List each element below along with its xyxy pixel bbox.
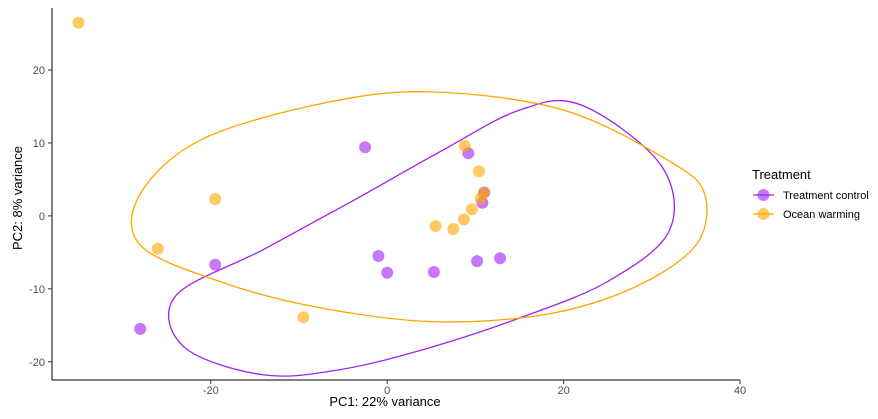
data-point <box>429 220 442 233</box>
data-point <box>359 141 372 154</box>
data-point <box>494 252 507 265</box>
legend-marker <box>757 208 770 220</box>
y-tick-label: -10 <box>29 284 45 296</box>
confidence-ellipse <box>130 91 708 323</box>
data-point <box>381 266 394 279</box>
x-tick-label: 40 <box>734 385 746 397</box>
y-axis-title: PC2: 8% variance <box>10 146 25 250</box>
data-point <box>458 139 471 152</box>
data-point <box>427 266 440 278</box>
data-point <box>72 16 85 29</box>
data-points <box>72 16 507 335</box>
legend-label: Treatment control <box>783 190 869 202</box>
legend-label: Ocean warming <box>783 209 860 221</box>
confidence-ellipses <box>130 91 708 377</box>
data-point <box>478 186 491 199</box>
x-tick-label: 0 <box>384 385 390 397</box>
data-point <box>372 250 385 262</box>
legend-title: Treatment <box>752 167 811 182</box>
y-tick-label: 0 <box>39 211 45 223</box>
data-point <box>447 223 460 235</box>
y-tick-label: -20 <box>29 357 45 369</box>
data-point <box>465 203 478 216</box>
data-point <box>472 165 485 178</box>
x-axis-title: PC1: 22% variance <box>329 394 440 409</box>
x-tick-label: -20 <box>203 385 219 397</box>
legend: Treatment Treatment control Ocean warming <box>752 167 869 221</box>
legend-items: Treatment control Ocean warming <box>753 189 869 221</box>
data-point <box>471 255 484 268</box>
y-axis-ticks: -20 -10 0 10 20 <box>29 65 52 369</box>
y-tick-label: 20 <box>33 65 45 77</box>
data-point <box>134 322 147 335</box>
plot-area: -20 0 20 40 -20 -10 0 10 20 <box>29 8 746 397</box>
y-tick-label: 10 <box>33 138 45 150</box>
confidence-ellipse <box>167 99 675 377</box>
data-point <box>151 242 164 255</box>
data-point <box>209 193 222 206</box>
data-point <box>457 213 470 226</box>
data-point <box>209 258 222 271</box>
x-tick-label: 20 <box>557 385 569 397</box>
x-axis-ticks: -20 0 20 40 <box>203 380 746 397</box>
legend-marker <box>757 189 770 201</box>
data-point <box>297 311 310 324</box>
